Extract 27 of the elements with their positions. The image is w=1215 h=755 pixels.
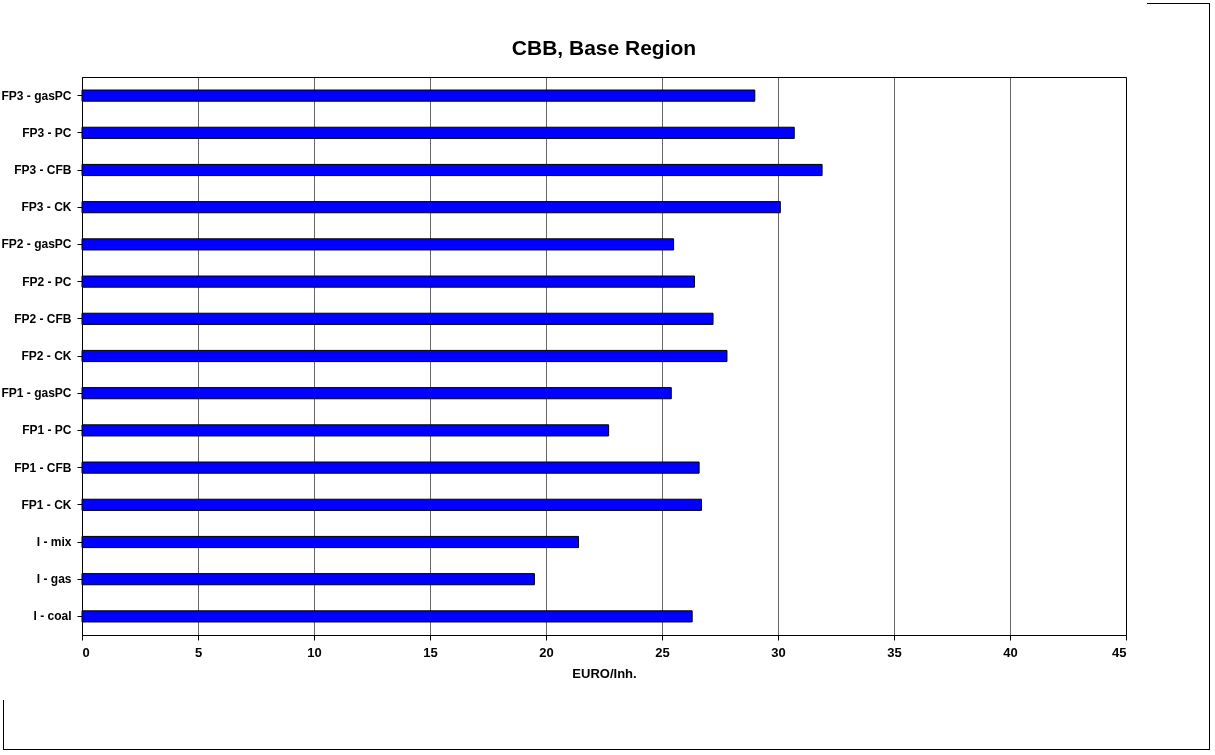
y-tick-label: FP1 - gasPC <box>1 386 72 401</box>
y-tick-label: FP1 - CK <box>21 497 72 512</box>
y-tick-label: I - gas <box>36 572 72 587</box>
y-tick-label: FP3 - CK <box>21 200 72 215</box>
y-tick-label: I - coal <box>33 609 72 624</box>
y-tick-label: FP3 - gasPC <box>1 88 72 103</box>
x-tick-label: 45 <box>1112 644 1127 660</box>
chart-title: CBB, Base Region <box>511 36 697 59</box>
x-tick-label: 35 <box>887 644 902 660</box>
x-tick-label: 30 <box>771 644 786 660</box>
y-tick-label: FP2 - PC <box>22 274 72 289</box>
y-tick-label: FP2 - gasPC <box>1 237 72 252</box>
y-tick-label: FP2 - CFB <box>14 311 72 326</box>
x-tick-label: 10 <box>307 644 322 660</box>
x-axis-title: EURO/Inh. <box>572 665 637 681</box>
x-tick-label: 25 <box>655 644 670 660</box>
y-tick-label: FP3 - CFB <box>14 163 72 177</box>
y-tick-label: FP2 - CK <box>21 349 72 363</box>
y-tick-label: FP1 - PC <box>22 423 72 438</box>
y-tick-label: FP3 - PC <box>22 125 72 140</box>
x-tick-label: 40 <box>1003 644 1018 660</box>
x-tick-label: 0 <box>82 644 90 660</box>
x-tick-label: 15 <box>423 644 438 660</box>
x-tick-label: 20 <box>539 644 554 660</box>
x-tick-label: 5 <box>194 644 203 660</box>
y-tick-label: I - mix <box>36 535 72 549</box>
y-tick-label: FP1 - CFB <box>14 460 72 475</box>
